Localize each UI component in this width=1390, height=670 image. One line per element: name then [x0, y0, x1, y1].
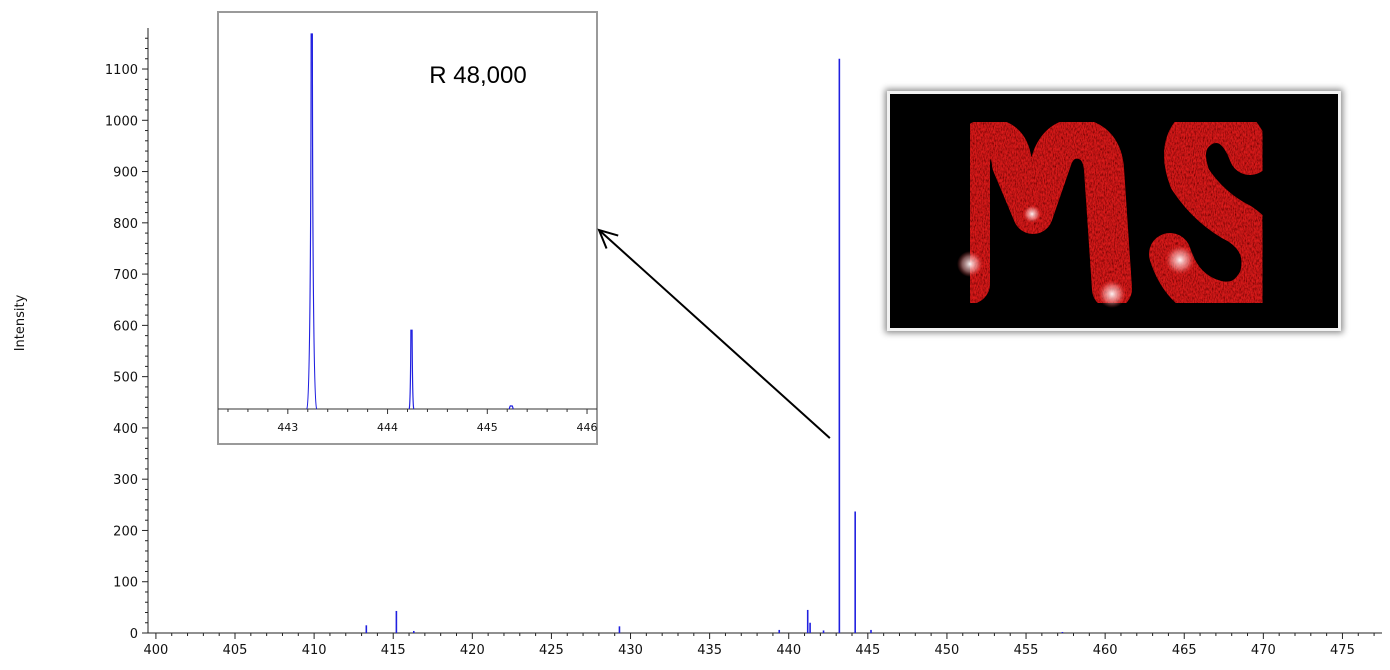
x-tick-label: 435: [697, 643, 722, 658]
main-peaks: [365, 58, 1064, 633]
x-tick-label: 400: [143, 643, 168, 658]
x-tick-label: 415: [381, 643, 406, 658]
y-tick-label: 900: [113, 166, 138, 181]
x-tick-label: 460: [1093, 643, 1118, 658]
x-tick-label: 475: [1330, 643, 1355, 658]
y-tick-label: 600: [113, 319, 138, 334]
arrow-shaft: [598, 229, 831, 439]
inset-peak: [508, 405, 514, 410]
y-tick-label: 500: [113, 371, 138, 386]
y-tick-label: 100: [113, 576, 138, 591]
zoom-arrow: [597, 228, 831, 439]
y-tick-label: 0: [130, 627, 138, 642]
y-tick-label: 300: [113, 473, 138, 488]
y-tick-label: 700: [113, 268, 138, 283]
inset-x-tick-label: 445: [477, 421, 498, 434]
y-tick-label: 200: [113, 524, 138, 539]
y-tick-label: 800: [113, 217, 138, 232]
main-axes: 0 100 200 300 400 500 600 700 800 900 1000 1100 400 4…: [105, 28, 1382, 658]
letter-m: [950, 118, 1132, 309]
resolution-label: R 48,000: [429, 62, 526, 89]
y-axis-label: Intensity: [13, 294, 28, 351]
x-tick-label: 450: [935, 643, 960, 658]
y-tick-label: 1100: [105, 63, 138, 78]
inset-peak: [408, 329, 415, 410]
inset-x-tick-label: 443: [277, 421, 298, 434]
hotspot: [957, 251, 983, 277]
x-tick-label: 420: [460, 643, 485, 658]
letter-s: [1149, 101, 1284, 324]
y-tick-label: 1000: [105, 114, 138, 129]
x-tick-label: 445: [855, 643, 880, 658]
arrow-head: [597, 228, 619, 249]
hotspot: [1098, 280, 1126, 308]
ms-letters: [950, 101, 1284, 324]
inset-x-tick-label: 444: [377, 421, 398, 434]
inset-peak: [306, 33, 318, 410]
x-tick-label: 465: [1172, 643, 1197, 658]
ms-image-letters: [950, 101, 1284, 324]
x-tick-label: 430: [618, 643, 643, 658]
hotspot: [1023, 205, 1041, 223]
x-tick-label: 405: [223, 643, 248, 658]
hotspot: [1165, 245, 1195, 275]
x-tick-label: 410: [302, 643, 327, 658]
inset-frame: [217, 11, 598, 445]
x-tick-label: 470: [1251, 643, 1276, 658]
ms-imaging-picture: [887, 91, 1341, 331]
x-tick-label: 455: [1014, 643, 1039, 658]
x-tick-label: 440: [776, 643, 801, 658]
x-tick-label: 425: [539, 643, 564, 658]
inset-x-tick-label: 446: [577, 421, 598, 434]
inset-chart: 443 444 445 446 R 48,000: [217, 11, 598, 445]
y-tick-label: 400: [113, 422, 138, 437]
